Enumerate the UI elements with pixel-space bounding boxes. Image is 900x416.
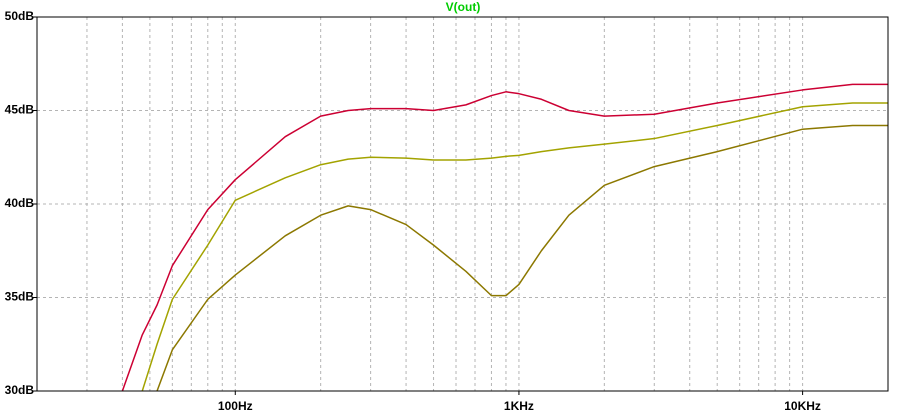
series-line xyxy=(141,102,888,392)
plot-frame xyxy=(36,16,889,392)
y-tick-label: 40dB xyxy=(5,196,35,210)
y-tick-label: 50dB xyxy=(5,9,35,23)
x-tick-label: 1KHz xyxy=(504,399,534,413)
y-tick-label: 30dB xyxy=(5,383,35,397)
chart-title: V(out) xyxy=(446,0,481,14)
series-line xyxy=(121,83,888,392)
y-tick-label: 45dB xyxy=(5,103,35,117)
x-tick-label: 100Hz xyxy=(218,399,253,413)
x-tick-label: 10KHz xyxy=(784,399,821,413)
y-tick-label: 35dB xyxy=(5,290,35,304)
series-line xyxy=(156,124,888,392)
